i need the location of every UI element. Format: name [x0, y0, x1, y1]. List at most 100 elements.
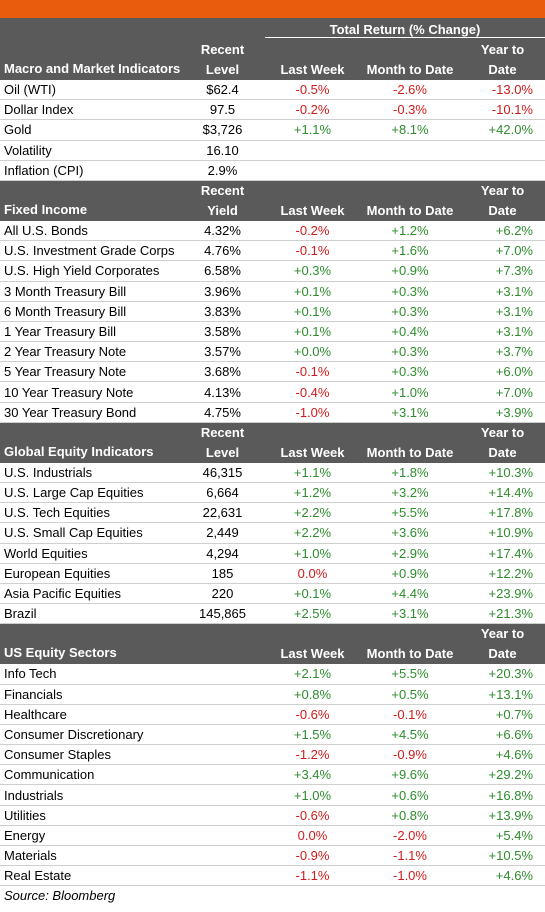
table-row: European Equities 185 0.0% +0.9% +12.2% — [0, 563, 545, 584]
row-last-week: -0.1% — [265, 240, 360, 262]
row-level: $62.4 — [180, 80, 265, 101]
row-month-to-date: +5.5% — [360, 502, 460, 524]
row-month-to-date: +1.0% — [360, 381, 460, 403]
level-header-top: Recent — [200, 424, 245, 440]
table-row: U.S. Investment Grade Corps 4.76% -0.1% +1.… — [0, 240, 545, 262]
table-row: Financials +0.8% +0.5% +13.1% — [0, 684, 545, 705]
row-name: Inflation (CPI) — [0, 160, 180, 181]
row-year-to-date: +23.9% — [460, 583, 545, 605]
row-year-to-date — [460, 160, 545, 181]
row-level: 16.10 — [180, 140, 265, 161]
ytd-header-bottom: Date — [488, 62, 517, 77]
section-header-row: Global Equity Indicators Recent Level Last … — [0, 422, 545, 463]
table-row: Consumer Staples -1.2% -0.9% +4.6% — [0, 744, 545, 766]
level-header-bottom: Level — [205, 62, 240, 77]
row-name: All U.S. Bonds — [0, 220, 180, 242]
row-year-to-date: +4.6% — [460, 744, 545, 766]
level-header-bottom: Level — [205, 444, 240, 460]
table-row: Materials -0.9% -1.1% +10.5% — [0, 845, 545, 867]
row-month-to-date: +4.4% — [360, 583, 460, 605]
row-name: 3 Month Treasury Bill — [0, 281, 180, 302]
row-last-week: +0.1% — [265, 583, 360, 605]
row-name: Info Tech — [0, 664, 180, 685]
row-month-to-date: -0.3% — [360, 99, 460, 121]
row-year-to-date: -13.0% — [460, 80, 545, 101]
row-last-week: +1.0% — [265, 784, 360, 806]
row-last-week: +0.3% — [265, 260, 360, 282]
row-name: Financials — [0, 684, 180, 705]
mtd-header: Month to Date — [360, 422, 460, 463]
row-month-to-date: +0.4% — [360, 321, 460, 343]
row-last-week: +1.1% — [265, 462, 360, 483]
row-year-to-date: +7.3% — [460, 260, 545, 282]
row-name: U.S. Large Cap Equities — [0, 482, 180, 504]
row-month-to-date: +4.5% — [360, 724, 460, 746]
row-level — [180, 805, 265, 826]
row-level — [180, 784, 265, 806]
row-level: 4.76% — [180, 240, 265, 262]
table-row: All U.S. Bonds 4.32% -0.2% +1.2% +6.2% — [0, 220, 545, 242]
row-year-to-date: +6.0% — [460, 361, 545, 383]
row-name: Consumer Discretionary — [0, 724, 180, 746]
row-level: 3.58% — [180, 321, 265, 343]
row-name: Utilities — [0, 805, 180, 826]
ytd-header: Year to Date — [460, 40, 545, 80]
row-name: Materials — [0, 845, 180, 867]
row-name: Oil (WTI) — [0, 80, 180, 101]
row-last-week: +1.2% — [265, 482, 360, 504]
row-name: 1 Year Treasury Bill — [0, 321, 180, 343]
row-name: 6 Month Treasury Bill — [0, 301, 180, 322]
table-row: 5 Year Treasury Note 3.68% -0.1% +0.3% +6.0% — [0, 361, 545, 383]
row-month-to-date: -2.0% — [360, 825, 460, 847]
row-name: Communication — [0, 764, 180, 786]
row-year-to-date: +10.9% — [460, 522, 545, 544]
row-month-to-date: +1.6% — [360, 240, 460, 262]
row-name: U.S. Industrials — [0, 462, 180, 483]
row-month-to-date — [360, 160, 460, 181]
ytd-header-bottom: Date — [488, 444, 517, 460]
row-month-to-date: -0.1% — [360, 704, 460, 725]
row-name: 5 Year Treasury Note — [0, 361, 180, 383]
row-month-to-date: +0.5% — [360, 684, 460, 705]
row-year-to-date: +13.9% — [460, 805, 545, 826]
row-last-week: +0.8% — [265, 684, 360, 705]
table-row: Gold $3,726 +1.1% +8.1% +42.0% — [0, 119, 545, 141]
row-month-to-date: +0.3% — [360, 301, 460, 322]
table-row: Oil (WTI) $62.4 -0.5% -2.6% -13.0% — [0, 80, 545, 101]
row-month-to-date: -1.1% — [360, 845, 460, 867]
row-last-week: -1.1% — [265, 865, 360, 887]
table-row: 2 Year Treasury Note 3.57% +0.0% +0.3% +3.7% — [0, 341, 545, 363]
row-month-to-date: +9.6% — [360, 764, 460, 786]
last-week-header: Last Week — [265, 180, 360, 221]
row-level — [180, 865, 265, 887]
table-row: Utilities -0.6% +0.8% +13.9% — [0, 805, 545, 826]
row-last-week: -0.9% — [265, 845, 360, 867]
row-name: Healthcare — [0, 704, 180, 725]
table-row: Volatility 16.10 — [0, 140, 545, 161]
row-year-to-date: +17.4% — [460, 543, 545, 564]
table-row: Asia Pacific Equities 220 +0.1% +4.4% +23.9% — [0, 583, 545, 605]
row-year-to-date: +12.2% — [460, 563, 545, 584]
row-last-week: -0.4% — [265, 381, 360, 403]
row-last-week: -0.6% — [265, 704, 360, 725]
table-row: 30 Year Treasury Bond 4.75% -1.0% +3.1% +3.9… — [0, 402, 545, 423]
row-level — [180, 825, 265, 847]
row-year-to-date: +3.1% — [460, 281, 545, 302]
row-name: U.S. High Yield Corporates — [0, 260, 180, 282]
row-month-to-date — [360, 140, 460, 161]
row-name: Consumer Staples — [0, 744, 180, 766]
ytd-header: Year to Date — [460, 180, 545, 221]
row-last-week: -0.1% — [265, 361, 360, 383]
mtd-header: Month to Date — [360, 623, 460, 665]
table-row: 10 Year Treasury Note 4.13% -0.4% +1.0% +7.0… — [0, 381, 545, 403]
row-year-to-date: +16.8% — [460, 784, 545, 806]
row-year-to-date: +6.2% — [460, 220, 545, 242]
table-row: Industrials +1.0% +0.6% +16.8% — [0, 784, 545, 806]
row-level: 22,631 — [180, 502, 265, 524]
row-last-week: -0.2% — [265, 99, 360, 121]
row-year-to-date: +14.4% — [460, 482, 545, 504]
row-month-to-date: +3.2% — [360, 482, 460, 504]
row-name: Brazil — [0, 603, 180, 625]
row-month-to-date: +2.9% — [360, 543, 460, 564]
row-name: Real Estate — [0, 865, 180, 887]
